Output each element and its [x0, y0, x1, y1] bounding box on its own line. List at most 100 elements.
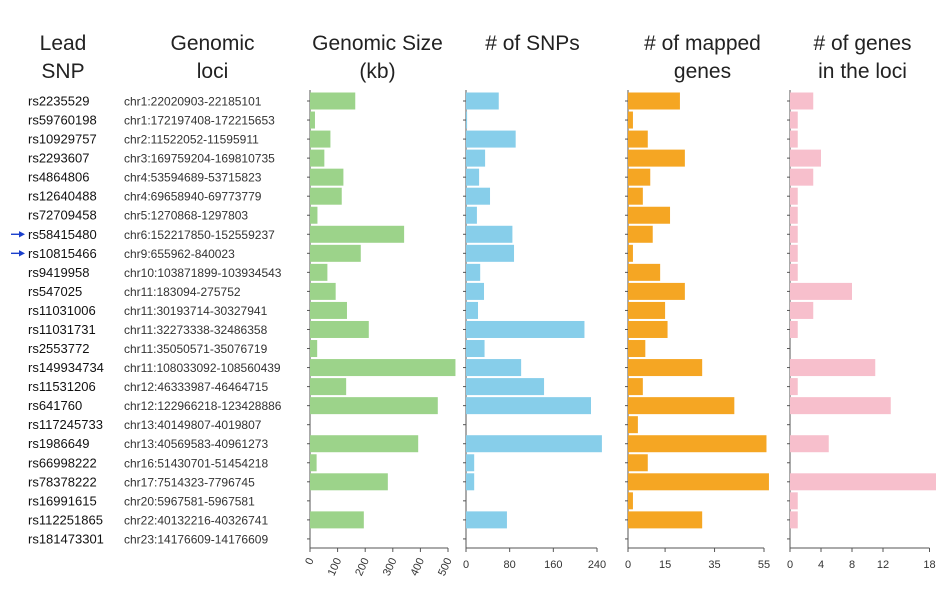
genomic-size-kb-bar [310, 168, 344, 186]
of-mapped-genes-bar [628, 187, 643, 205]
of-genes-in-the-loci-bar [790, 320, 798, 338]
genomic-size-kb-bar [310, 454, 317, 472]
snps-header-line1: # of SNPs [485, 32, 580, 55]
of-genes-in-the-loci-bar [790, 187, 798, 205]
of-mapped-genes-bar [628, 492, 633, 510]
of-genes-in-the-loci-bar [790, 282, 852, 300]
genomic-size-kb-bar [310, 511, 364, 529]
of-mapped-genes-bar [628, 149, 685, 167]
of-mapped-genes-bar [628, 454, 648, 472]
of-snps-bar [466, 511, 507, 529]
genomic-size-kb-bar [310, 244, 361, 262]
lead-snp-header-line1: Lead [39, 32, 87, 55]
of-snps-bar [466, 435, 602, 453]
genomic-size-kb-bar [310, 206, 318, 224]
mapped-genes-header: # of mapped genes [625, 30, 780, 86]
of-snps-bar [466, 92, 499, 110]
snps-header: # of SNPs [460, 30, 605, 58]
locus-label: chr11:32273338-32486358 [124, 323, 268, 337]
locus-label: chr10:103871899-103934543 [124, 266, 282, 280]
lead-snp-label: rs9419958 [28, 265, 89, 280]
of-snps-bar [466, 454, 475, 472]
lead-snp-label: rs72709458 [28, 208, 97, 223]
lead-snp-header: Lead SNP [18, 30, 108, 86]
genomic-loci-header: Genomic loci [150, 30, 275, 86]
of-genes-in-the-loci-bar [790, 263, 798, 281]
locus-label: chr2:11522052-11595911 [124, 133, 259, 147]
of-mapped-genes-bar [628, 473, 769, 491]
of-genes-in-the-loci-x-tick-label: 12 [877, 559, 889, 571]
genomic-loci-header-line1: Genomic [170, 32, 255, 55]
of-snps-bar [466, 340, 485, 358]
of-genes-in-the-loci-bar [790, 130, 798, 148]
of-genes-in-the-loci-bar [790, 378, 798, 396]
genomic-size-kb-bar [310, 187, 342, 205]
of-genes-in-the-loci-bar [790, 111, 798, 129]
of-genes-in-the-loci-bar [790, 397, 891, 415]
of-genes-in-the-loci-x-tick-label: 4 [818, 559, 824, 571]
of-snps-x-tick-label: 80 [504, 559, 516, 571]
of-genes-in-the-loci-bar [790, 511, 798, 529]
lead-snp-label: rs547025 [28, 284, 82, 299]
locus-label: chr13:40569583-40961273 [124, 437, 268, 451]
of-genes-in-the-loci-bar [790, 435, 829, 453]
locus-label: chr3:169759204-169810735 [124, 152, 275, 166]
of-mapped-genes-bar [628, 263, 661, 281]
lead-snp-label: rs66998222 [28, 455, 97, 470]
locus-label: chr6:152217850-152559237 [124, 228, 275, 242]
lead-snp-label: rs10929757 [28, 132, 97, 147]
genomic-size-kb-bar [310, 225, 405, 243]
of-mapped-genes-bar [628, 111, 633, 129]
lead-snp-label: rs11031731 [28, 322, 96, 337]
lead-snp-label: rs2293607 [28, 151, 89, 166]
lead-snp-header-line2: SNP [41, 60, 85, 83]
of-genes-in-the-loci-bar [790, 301, 814, 319]
genomic-size-header-line1: Genomic Size [312, 32, 443, 55]
of-genes-in-the-loci-x-tick-label: 18 [923, 559, 935, 571]
of-mapped-genes-bar [628, 320, 668, 338]
of-snps-bar [466, 187, 491, 205]
mapped-genes-header-line1: # of mapped [644, 32, 761, 55]
lead-snp-label: rs1986649 [28, 436, 89, 451]
lead-snp-label: rs11031006 [28, 303, 96, 318]
of-mapped-genes-bar [628, 206, 671, 224]
locus-label: chr4:69658940-69773779 [124, 190, 262, 204]
of-snps-bar [466, 473, 475, 491]
locus-label: chr1:172197408-172215653 [124, 114, 275, 128]
of-snps-x-tick-label: 240 [588, 559, 606, 571]
of-snps-bar [466, 130, 516, 148]
of-mapped-genes-bar [628, 282, 685, 300]
genomic-size-kb-bar [310, 340, 318, 358]
of-mapped-genes-bar [628, 511, 703, 529]
genomic-loci-header-line2: loci [196, 60, 229, 83]
locus-label: chr23:14176609-14176609 [124, 532, 268, 546]
lead-snp-label: rs641760 [28, 398, 82, 413]
lead-snp-label: rs2235529 [28, 94, 89, 109]
highlight-arrow-icon [19, 231, 25, 238]
of-snps-bar [466, 244, 515, 262]
of-genes-in-the-loci-bar [790, 473, 936, 491]
genes-in-loci-header-line1: # of genes [813, 32, 912, 55]
of-mapped-genes-x-tick-label: 35 [708, 559, 720, 571]
lead-snp-label: rs181473301 [28, 531, 104, 546]
locus-label: chr11:35050571-35076719 [124, 342, 268, 356]
locus-label: chr17:7514323-7796745 [124, 475, 255, 489]
genomic-size-kb-bar [310, 320, 369, 338]
genomic-size-kb-bar [310, 301, 347, 319]
of-mapped-genes-bar [628, 378, 643, 396]
locus-label: chr13:40149807-4019807 [124, 418, 262, 432]
of-snps-bar [466, 149, 486, 167]
genomic-size-kb-bar [310, 263, 328, 281]
of-genes-in-the-loci-bar [790, 225, 798, 243]
genomic-size-kb-bar [310, 378, 347, 396]
genomic-size-kb-bar [310, 130, 331, 148]
of-snps-bar [466, 206, 477, 224]
lead-snp-label: rs16991615 [28, 493, 97, 508]
genomic-size-kb-x-tick-label: 200 [353, 556, 372, 578]
of-genes-in-the-loci-bar [790, 149, 821, 167]
lead-snp-label: rs11531206 [28, 379, 96, 394]
of-mapped-genes-bar [628, 130, 648, 148]
highlight-arrow-icon [19, 250, 25, 257]
genomic-size-kb-x-tick-label: 400 [408, 556, 427, 578]
locus-label: chr11:183094-275752 [124, 285, 241, 299]
